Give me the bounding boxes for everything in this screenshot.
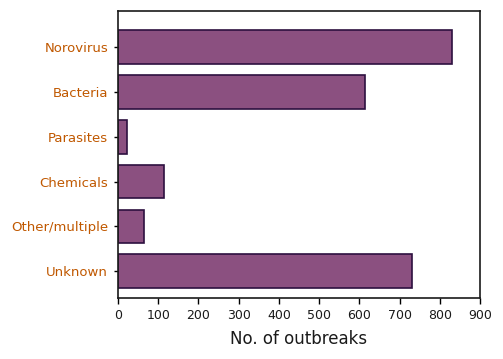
Bar bbox=[118, 165, 164, 199]
Bar bbox=[118, 30, 452, 64]
Bar bbox=[118, 120, 127, 154]
Bar bbox=[118, 255, 411, 288]
Bar bbox=[118, 210, 144, 243]
Bar bbox=[118, 75, 365, 109]
X-axis label: No. of outbreaks: No. of outbreaks bbox=[230, 330, 368, 348]
